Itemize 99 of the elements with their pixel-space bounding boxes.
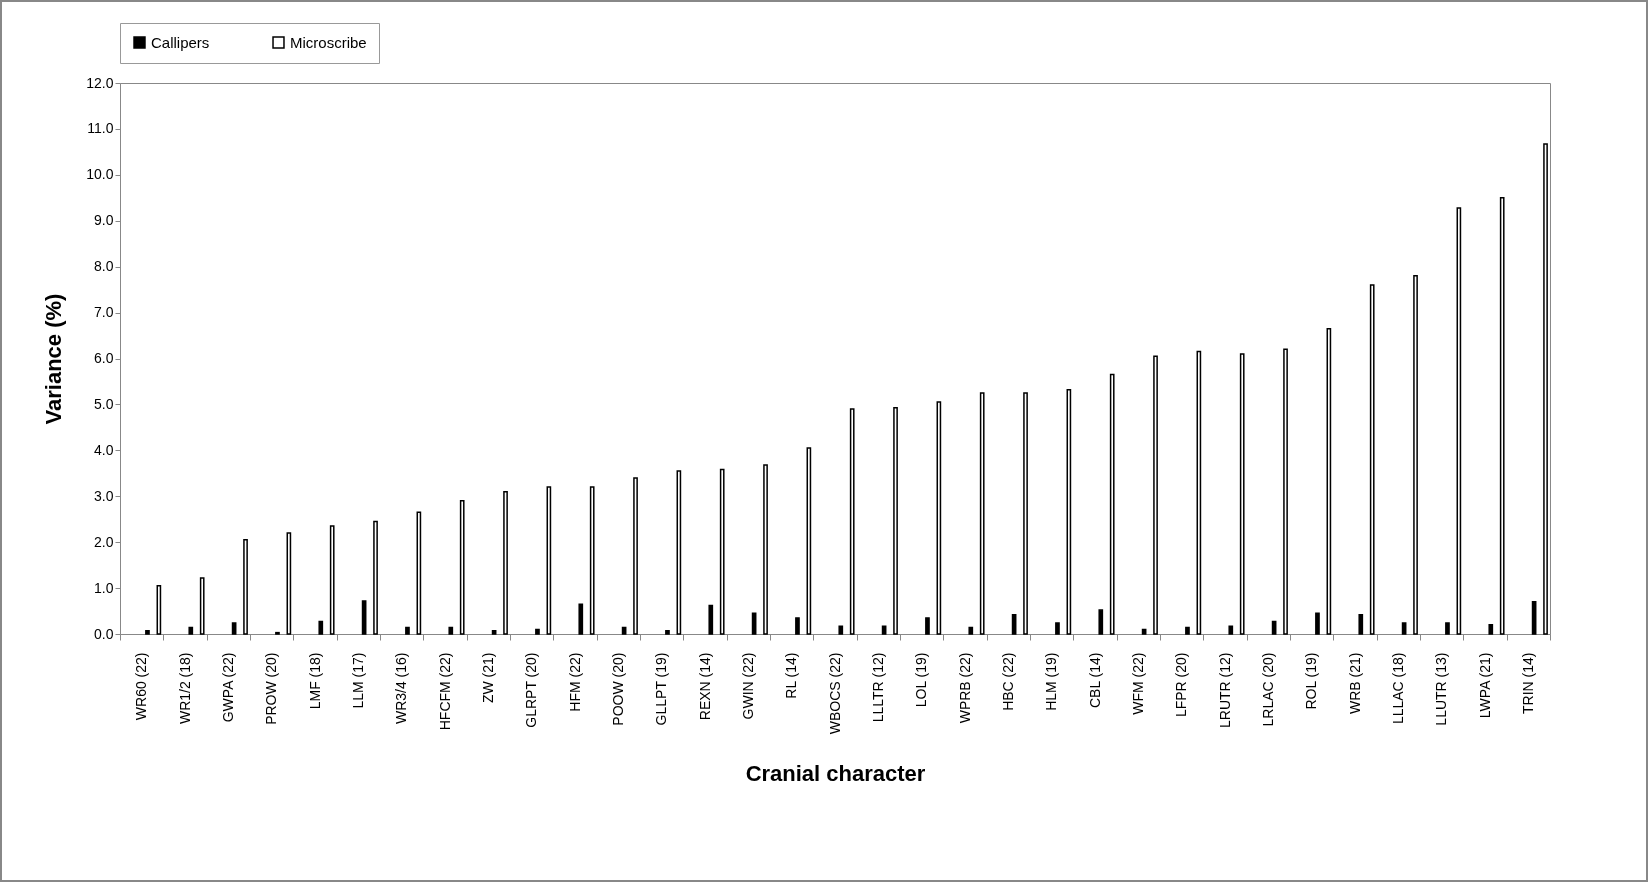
y-tick-label: 0.0: [94, 625, 114, 642]
y-tick-label: 2.0: [94, 533, 114, 550]
x-tick-label: LWPA (21): [1476, 652, 1493, 719]
x-tick-label: TRIN (14): [1519, 652, 1536, 714]
y-tick-label: 3.0: [94, 487, 114, 504]
bar: [459, 500, 465, 635]
y-tick-label: 8.0: [94, 258, 114, 275]
bar: [665, 630, 670, 635]
bar: [838, 625, 844, 635]
y-tick-label: 6.0: [94, 350, 114, 366]
x-tick-label: GLRPT (20): [523, 652, 540, 728]
bar: [589, 486, 595, 635]
bar: [925, 617, 930, 635]
bar: [1358, 613, 1364, 635]
x-tick-label: LRLAC (20): [1259, 652, 1276, 727]
x-tick-label: LLM (17): [349, 652, 366, 709]
bar: [1153, 355, 1158, 635]
y-tick-label: 4.0: [94, 441, 114, 458]
bar: [1098, 609, 1104, 635]
legend-label: Callipers: [151, 33, 210, 51]
legend-label: Microscribe: [290, 33, 367, 51]
bar: [503, 490, 508, 635]
bar: [243, 539, 248, 635]
bar: [373, 520, 378, 635]
y-tick-label: 5.0: [94, 395, 114, 412]
bar: [1185, 626, 1190, 635]
bar: [979, 392, 985, 635]
bar: [405, 626, 410, 635]
bar: [1445, 622, 1450, 635]
bar: [1228, 625, 1234, 635]
x-tick-label: PROW (20): [263, 652, 280, 725]
y-tick-label: 11.0: [87, 120, 114, 137]
x-tick-label: WR1/2 (18): [176, 652, 193, 725]
bar: [535, 628, 540, 635]
x-tick-label: LLLTR (12): [869, 652, 886, 723]
bar: [1543, 143, 1548, 635]
x-tick-label: GWPA (22): [219, 652, 236, 723]
y-tick-label: 12.0: [86, 74, 114, 91]
bar: [1315, 612, 1320, 635]
x-tick-label: WR60 (22): [133, 652, 150, 721]
bar: [763, 464, 768, 635]
bar: [329, 525, 335, 635]
bar: [448, 626, 454, 635]
bar: [145, 630, 150, 635]
bar: [318, 620, 324, 635]
bar: [578, 603, 584, 635]
x-tick-label: HBC (22): [999, 652, 1016, 711]
bar: [188, 626, 194, 635]
x-tick-label: ROL (19): [1303, 652, 1320, 710]
x-tick-label: WFM (22): [1129, 652, 1146, 715]
x-tick-label: LLLAC (18): [1389, 652, 1406, 725]
x-tick-label: GWIN (22): [739, 652, 756, 720]
x-tick-label: WBOCS (22): [826, 652, 843, 735]
bar: [1401, 622, 1407, 635]
bar: [1413, 275, 1418, 635]
x-axis-title: Cranial character: [745, 761, 926, 787]
bar: [795, 617, 800, 635]
bar: [231, 622, 237, 635]
bar: [1239, 353, 1245, 635]
x-tick-label: HLM (19): [1043, 652, 1060, 711]
bar: [893, 406, 898, 635]
x-tick-label: LRUTR (12): [1216, 652, 1233, 728]
bar: [1488, 624, 1494, 635]
bar: [1023, 392, 1028, 635]
y-tick-label: 7.0: [94, 304, 114, 321]
bar: [719, 468, 725, 635]
bar: [633, 477, 638, 635]
bar: [1369, 284, 1375, 635]
y-tick-label: 9.0: [94, 212, 114, 229]
x-tick-label: POOW (20): [609, 652, 626, 726]
bar: [1141, 628, 1147, 635]
x-tick-label: LFPR (20): [1173, 652, 1190, 718]
y-tick-label: 1.0: [94, 579, 114, 596]
bar: [1109, 373, 1115, 635]
x-tick-label: WRB (21): [1346, 652, 1363, 714]
x-tick-label: ZW (21): [479, 652, 496, 704]
x-tick-label: LMF (18): [306, 652, 323, 710]
x-tick-label: REXN (14): [696, 652, 713, 721]
bar: [491, 630, 497, 635]
x-tick-label: WR3/4 (16): [393, 652, 410, 725]
bar: [199, 577, 205, 635]
bar: [1499, 197, 1505, 635]
y-tick-label: 10.0: [86, 166, 114, 183]
bar: [621, 626, 627, 635]
x-tick-label: CBL (14): [1086, 652, 1103, 709]
x-tick-label: HFCFM (22): [436, 652, 453, 731]
bar: [968, 626, 974, 635]
x-tick-label: LLUTR (13): [1433, 652, 1450, 726]
bar: [1055, 622, 1060, 635]
x-tick-label: WPRB (22): [956, 652, 973, 724]
x-tick-label: LOL (19): [913, 652, 930, 708]
bar: [881, 625, 887, 635]
bar: [849, 408, 855, 635]
x-tick-label: HFM (22): [566, 652, 583, 712]
x-tick-label: RL (14): [783, 652, 800, 699]
y-axis-title: Variance (%): [41, 293, 67, 425]
bar: [1283, 348, 1288, 635]
x-tick-label: GLLPT (19): [653, 652, 670, 726]
bar: [708, 604, 714, 635]
